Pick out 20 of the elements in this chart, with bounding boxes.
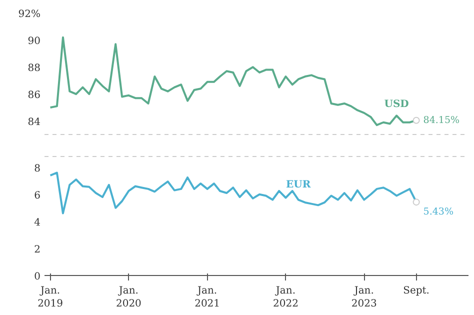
y-tick-label: 90 — [28, 36, 41, 47]
data-label: 84.15% — [423, 114, 460, 126]
x-tick-label: Jan. 2023 — [351, 286, 377, 310]
y-tick-label: 6 — [34, 190, 41, 202]
x-tick-label: Jan. 2020 — [116, 286, 142, 310]
annotation: USD — [384, 99, 410, 110]
y-tick-label: 2 — [34, 244, 41, 256]
y-tick-label: 86 — [28, 90, 41, 101]
y-tick-label: 92% — [18, 9, 41, 20]
y-tick-label: 0 — [34, 272, 41, 282]
y-tick-label: 88 — [28, 62, 41, 74]
x-tick-label: Jan. 2022 — [272, 286, 298, 310]
x-tick-label: Jan. 2021 — [194, 286, 220, 310]
data-label: 5.43% — [423, 206, 454, 218]
y-tick-label: 84 — [28, 116, 41, 128]
x-tick-label: Sept. — [403, 286, 430, 296]
x-tick-label: Jan. 2019 — [38, 286, 64, 310]
y-tick-label: 8 — [34, 163, 41, 174]
y-tick-label: 4 — [34, 217, 41, 228]
annotation: EUR — [286, 179, 312, 190]
